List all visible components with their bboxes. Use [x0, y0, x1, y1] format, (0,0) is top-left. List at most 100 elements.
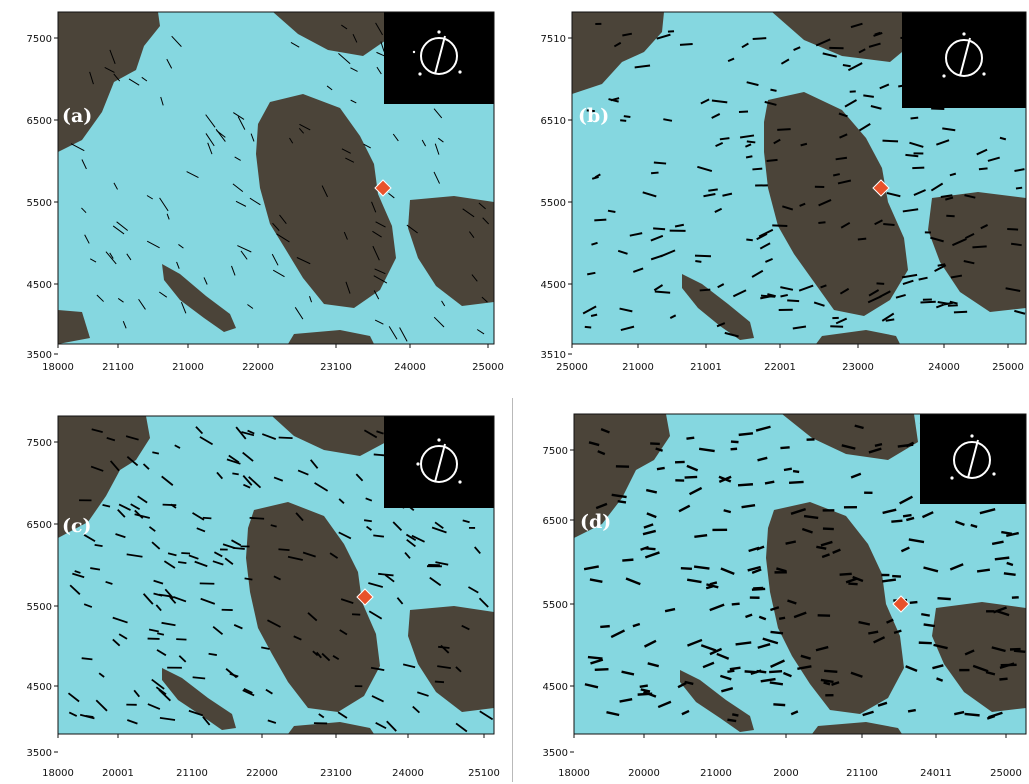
- current-vector: [376, 66, 382, 75]
- current-vector: [226, 458, 241, 465]
- current-vector: [680, 566, 692, 570]
- current-vector: [719, 674, 732, 681]
- current-vector: [727, 718, 737, 723]
- y-tick-label: 3500: [543, 748, 568, 759]
- current-vector: [999, 662, 1015, 669]
- current-vector: [278, 436, 293, 440]
- panel-a-plot: (a) 7500 6500 5500 4500 3500 18000 21100…: [27, 11, 504, 373]
- current-vector: [243, 483, 251, 489]
- current-vector: [976, 568, 991, 573]
- main-island: [256, 94, 396, 308]
- current-vector: [839, 287, 850, 295]
- current-vector: [730, 440, 739, 444]
- current-vector: [639, 684, 648, 689]
- current-vector: [950, 274, 963, 279]
- current-vector: [156, 649, 167, 657]
- current-vector: [738, 432, 754, 437]
- current-vector: [881, 312, 895, 322]
- current-vector: [435, 561, 449, 566]
- current-vector: [591, 175, 599, 180]
- x-axis: 18000 21100 21000 22000 23100 24000 2500…: [42, 344, 504, 373]
- y-tick-label: 6500: [27, 116, 52, 127]
- current-vector: [902, 279, 914, 286]
- x-axis: 25000 21000 21001 22001 23000 24000 2500…: [556, 344, 1024, 373]
- current-vector: [972, 664, 989, 673]
- current-vector: [72, 572, 85, 579]
- current-vector: [756, 233, 768, 241]
- current-vector: [991, 540, 1004, 546]
- current-vector: [199, 436, 214, 446]
- x-tick-label: 23100: [320, 362, 352, 373]
- x-tick-label: 20000: [628, 768, 660, 779]
- current-vector: [112, 616, 128, 624]
- y-tick-label: 5500: [27, 602, 52, 613]
- current-vector: [700, 98, 710, 105]
- current-vector: [801, 527, 813, 534]
- current-vector: [126, 553, 143, 558]
- current-vector: [479, 710, 494, 721]
- current-vector: [719, 137, 730, 141]
- current-vector: [112, 638, 121, 647]
- current-vector: [247, 429, 255, 435]
- current-vector: [799, 202, 806, 207]
- current-vector: [89, 71, 94, 85]
- compass-inset: [384, 416, 494, 508]
- current-vector: [883, 223, 895, 227]
- current-vector: [295, 512, 304, 522]
- current-vector: [909, 141, 924, 148]
- current-vector: [600, 624, 610, 629]
- current-vector: [832, 173, 840, 177]
- current-vector: [608, 98, 619, 103]
- current-vector: [745, 155, 753, 159]
- current-vector: [918, 276, 928, 281]
- current-vector: [752, 167, 763, 171]
- current-vector: [433, 316, 445, 328]
- current-vector: [594, 667, 609, 671]
- current-vector: [770, 88, 777, 92]
- station-marker: [872, 179, 890, 197]
- current-vector: [757, 643, 771, 649]
- current-vector: [978, 167, 988, 171]
- current-vector: [709, 603, 725, 612]
- current-vector: [133, 689, 141, 698]
- northwest-land: [572, 12, 664, 94]
- north-land: [772, 12, 914, 62]
- current-vector: [89, 258, 97, 263]
- current-vector: [709, 647, 723, 656]
- x-tick-label: 21100: [102, 362, 134, 373]
- current-vector: [476, 329, 485, 335]
- current-vector: [759, 242, 771, 250]
- current-vector: [461, 624, 470, 631]
- current-vector: [617, 249, 628, 255]
- current-vector: [745, 613, 753, 619]
- current-vector: [474, 546, 481, 555]
- current-vector: [842, 64, 851, 68]
- current-vector: [176, 261, 180, 269]
- current-vector: [326, 85, 333, 91]
- current-vector: [724, 331, 739, 338]
- current-vector: [261, 646, 270, 650]
- current-vector: [112, 225, 125, 235]
- current-vector: [785, 540, 797, 545]
- current-vector: [440, 644, 450, 654]
- current-vector: [343, 231, 348, 240]
- current-vector: [970, 523, 978, 529]
- current-vector: [315, 651, 322, 659]
- y-tick-label: 6500: [27, 520, 52, 531]
- current-vector: [584, 683, 599, 689]
- current-vector: [237, 245, 252, 253]
- current-vector: [955, 520, 965, 526]
- current-vector: [363, 519, 372, 523]
- current-vector: [674, 223, 685, 228]
- current-vector: [84, 234, 90, 244]
- current-vector: [352, 33, 358, 43]
- current-vector: [879, 290, 891, 298]
- current-vector: [350, 67, 358, 72]
- current-vector: [166, 58, 173, 69]
- current-vector: [756, 669, 767, 674]
- current-vector: [117, 298, 124, 303]
- current-vector: [711, 99, 728, 104]
- current-vector: [159, 197, 169, 212]
- current-vector: [207, 142, 213, 155]
- current-vector: [952, 238, 967, 247]
